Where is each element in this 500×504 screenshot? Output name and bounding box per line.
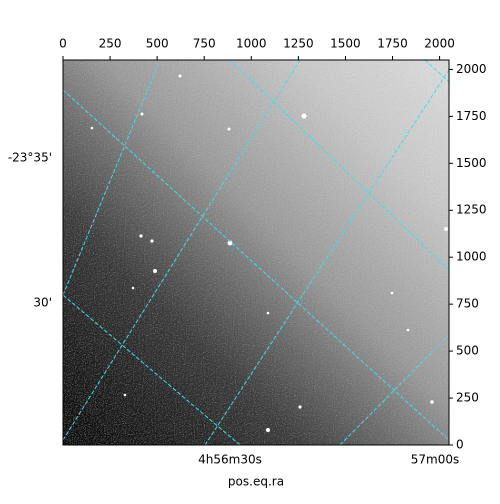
- dec-label: -23°35': [8, 151, 52, 165]
- y-tick-label: 750: [456, 297, 479, 311]
- y-tick-label: 0: [456, 438, 464, 452]
- dec-label: 30': [33, 296, 52, 310]
- x-tick-label: 1250: [283, 37, 314, 51]
- x-tick-label: 250: [99, 37, 122, 51]
- x-tick-label: 2000: [424, 37, 455, 51]
- ra-label: 57m00s: [411, 453, 459, 467]
- x-tick-label: 750: [193, 37, 216, 51]
- x-tick-label: 0: [59, 37, 67, 51]
- y-tick-label: 250: [456, 391, 479, 405]
- x-tick-label: 500: [146, 37, 169, 51]
- y-tick-label: 2000: [456, 62, 487, 76]
- sky-image: [63, 60, 449, 445]
- plot-frame: [62, 59, 450, 446]
- coordinate-grid: [63, 60, 449, 445]
- x-tick-label: 1000: [236, 37, 267, 51]
- x-tick-label: 1500: [330, 37, 361, 51]
- y-tick-label: 1500: [456, 156, 487, 170]
- ra-label: 4h56m30s: [198, 453, 262, 467]
- y-tick-label: 500: [456, 344, 479, 358]
- x-axis-label: pos.eq.ra: [228, 475, 284, 489]
- x-tick-label: 1750: [377, 37, 408, 51]
- y-tick-label: 1250: [456, 203, 487, 217]
- y-tick-label: 1000: [456, 250, 487, 264]
- y-tick-label: 1750: [456, 109, 487, 123]
